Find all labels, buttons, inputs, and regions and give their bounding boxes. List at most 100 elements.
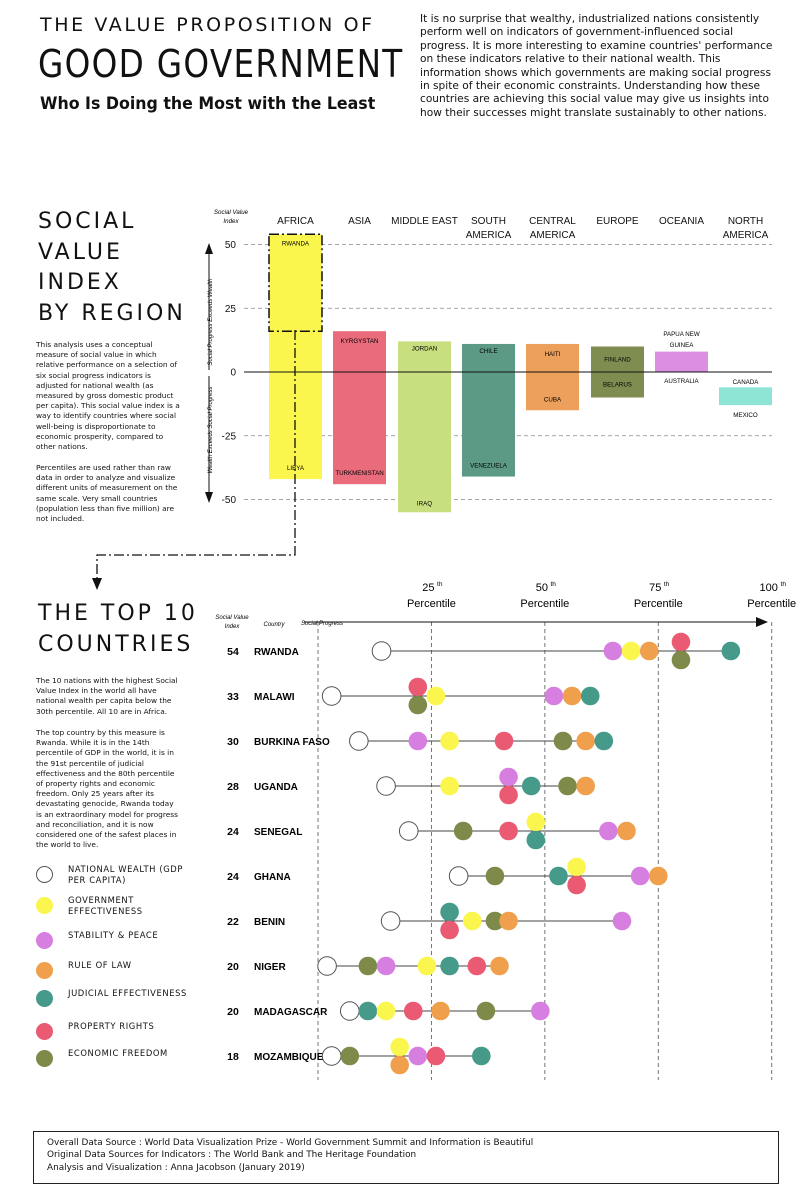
dot-gdp <box>448 866 469 886</box>
dot-prop <box>467 956 487 976</box>
legend-swatch <box>36 962 53 979</box>
region-section-title: SOCIAL VALUE INDEX BY REGION <box>38 207 198 329</box>
legend-swatch <box>36 932 53 949</box>
category-label: MIDDLE EAST <box>391 216 458 227</box>
bar-south-america <box>462 343 515 477</box>
y-label-down: Wealth Exceeds Social Progress <box>208 387 214 474</box>
dot-prop <box>499 785 518 805</box>
category-label: NORTH <box>728 216 763 227</box>
dot-gov <box>440 731 459 751</box>
y-tick-label: -50 <box>222 495 237 506</box>
y-label-up: Social Progress Exceeds Wealth <box>208 278 214 366</box>
bar-high-label: HAITI <box>545 351 561 358</box>
row-country: BENIN <box>254 917 285 928</box>
x-tick-label-suffix: th <box>664 581 670 588</box>
bar-central-america <box>526 343 579 411</box>
bar-oceania <box>655 351 708 372</box>
dot-stab <box>531 1001 550 1021</box>
dot-law <box>431 1001 450 1021</box>
bar-high-label: CANADA <box>733 379 760 386</box>
y-axis-title-line: Index <box>223 218 239 225</box>
bar-high-label: RWANDA <box>282 240 310 247</box>
region-bar-chart: 50 25 0 -25 -50 Social Value Index Social Progr… <box>92 209 772 590</box>
dot-gdp <box>380 911 401 931</box>
dot-gov <box>462 911 482 931</box>
row-index: 18 <box>227 1051 239 1063</box>
dot-jud <box>521 776 541 796</box>
header-axis: Social Progress <box>301 621 343 627</box>
x-tick-label-suffix: th <box>781 581 787 588</box>
row-index: 20 <box>227 1006 239 1018</box>
dot-stab <box>499 767 518 787</box>
x-tick-sublabel: Percentile <box>747 598 796 610</box>
dot-stab <box>630 866 650 886</box>
dot-law <box>576 776 595 796</box>
dot-econ <box>340 1046 360 1066</box>
header-index: Social Value <box>215 615 249 621</box>
bar-high-label: JORDAN <box>412 345 437 352</box>
dot-econ <box>358 956 378 976</box>
category-label: AMERICA <box>723 230 769 241</box>
down-arrow-head <box>205 492 213 503</box>
dot-jud <box>580 686 600 706</box>
y-axis-title-line: Social Value <box>214 209 249 216</box>
footer-line: Original Data Sources for Indicators : T… <box>47 1150 417 1161</box>
category-label: EUROPE <box>596 216 639 227</box>
dot-law <box>390 1055 409 1075</box>
footer-line: Analysis and Visualization : Anna Jacobs… <box>47 1162 305 1173</box>
dot-law <box>499 911 518 931</box>
dot-prop <box>671 632 691 652</box>
dot-econ <box>671 650 691 670</box>
bar-low-label: BELARUS <box>603 382 632 389</box>
x-axis-arrowhead <box>756 617 768 627</box>
bar-high-label: CHILE <box>479 348 497 355</box>
bar-high-label: GUINEA <box>670 342 695 349</box>
region-paragraph-1: This analysis uses a conceptual measure … <box>36 340 180 452</box>
subtitle: Who Is Doing the Most with the Least <box>40 94 376 114</box>
legend-label: STABILITY & PEACE <box>68 930 159 940</box>
dot-jud <box>440 956 459 976</box>
dot-gdp <box>321 1046 342 1066</box>
legend-label: PROPERTY RIGHTS <box>68 1021 155 1031</box>
dot-law <box>639 641 659 661</box>
dot-jud <box>472 1046 491 1066</box>
legend-swatch <box>36 866 53 883</box>
dot-stab <box>612 911 632 931</box>
dot-law <box>617 821 636 841</box>
dot-gov <box>417 956 437 976</box>
bar-high-label: FINLAND <box>604 357 631 364</box>
title-line-1: THE VALUE PROPOSITION OF <box>40 14 375 36</box>
x-tick-sublabel: Percentile <box>520 598 569 610</box>
dot-stab <box>408 731 428 751</box>
dot-stab <box>603 641 623 661</box>
category-label: SOUTH <box>471 216 506 227</box>
dot-stab <box>544 686 564 706</box>
x-tick-label-suffix: th <box>550 581 556 588</box>
dot-prop <box>567 875 586 895</box>
row-country: SENEGAL <box>254 827 302 838</box>
header-country: Country <box>263 622 285 628</box>
connector-arrowhead <box>92 578 102 590</box>
region-title-line: VALUE <box>38 239 123 265</box>
row-country: MADAGASCAR <box>254 1007 328 1018</box>
y-tick-label: 25 <box>225 304 237 315</box>
dot-stab <box>408 1046 428 1066</box>
top10-title-line: COUNTRIES <box>38 631 194 657</box>
dot-stab <box>376 956 396 976</box>
category-label: AFRICA <box>277 216 314 227</box>
dot-jud <box>526 830 546 850</box>
category-label: OCEANIA <box>659 216 704 227</box>
dot-law <box>562 686 582 706</box>
x-tick-label: 75 <box>649 582 661 594</box>
dot-gov <box>526 812 546 832</box>
dot-gdp <box>349 731 369 751</box>
dot-econ <box>553 731 573 751</box>
dot-gdp <box>371 641 392 661</box>
top10-paragraph-1: The 10 nations with the highest Social V… <box>36 676 178 716</box>
row-index: 28 <box>227 781 239 793</box>
bar-low-label: MEXICO <box>733 412 758 419</box>
bar-low-label: IRAQ <box>417 500 432 507</box>
dot-gdp <box>376 776 396 796</box>
